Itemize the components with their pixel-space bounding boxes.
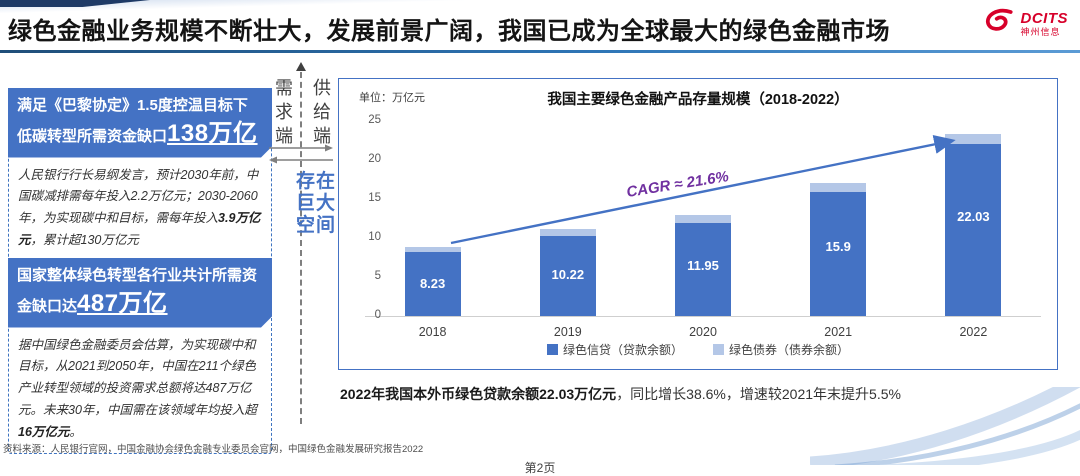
- logo-subtitle: 神州信息: [1020, 26, 1061, 37]
- brand-logo: DCITS 神州信息: [981, 7, 1069, 40]
- y-axis-tick: 25: [368, 114, 381, 126]
- bar-segment-bond: [539, 228, 596, 237]
- card-body: 据中国绿色金融委员会估算，为实现碳中和目标，从2021到2050年，中国在211…: [9, 327, 271, 453]
- bar-segment-credit: 11.95: [675, 222, 731, 316]
- chart-footnote-rest: ，同比增长38.6%，增速较2021年末提升5.5%: [616, 386, 901, 402]
- bar-segment-bond: [810, 182, 867, 192]
- demand-side-label: 需求端: [273, 78, 293, 150]
- card-header: 满足《巴黎协定》1.5度控温目标下 低碳转型所需资金缺口138万亿: [8, 88, 272, 158]
- bar-segment-credit: 8.23: [404, 251, 461, 316]
- card-body: 人民银行行长易纲发言，预计2030年前，中国碳减排需每年投入2.2万亿元；203…: [9, 157, 271, 262]
- card-header-line1: 满足《巴黎协定》1.5度控温目标下: [17, 97, 248, 114]
- top-corner-decoration: [0, 0, 150, 7]
- legend-label: 绿色债券（债券余额）: [729, 343, 850, 357]
- bar-segment-bond: [675, 215, 731, 223]
- divider-up-arrow-icon: [296, 62, 306, 71]
- logo-brand-name: DCITS: [1020, 9, 1068, 27]
- card-header-line1: 国家整体绿色转型各行业共计所需资: [17, 267, 258, 284]
- bar-value-label: 22.03: [957, 209, 990, 225]
- x-axis-label: 2020: [689, 325, 717, 339]
- card-highlight-number: 487万亿: [77, 289, 168, 317]
- legend-item: 绿色债券（债券余额）: [713, 341, 849, 358]
- gap-label-line: 巨大: [295, 192, 336, 214]
- legend-label: 绿色信贷（贷款余额）: [562, 343, 683, 357]
- y-axis-tick: 20: [368, 153, 381, 165]
- x-axis-label: 2022: [959, 325, 988, 339]
- bar-plot-area: 8.23 2018 10.22 2019 11.95 2020 15.9 2021 22.03 2…: [365, 121, 1041, 339]
- dcits-swirl-icon: [981, 7, 1017, 40]
- y-axis-tick: 5: [374, 270, 381, 282]
- x-axis-label: 2021: [824, 325, 853, 339]
- x-axis-label: 2019: [553, 325, 582, 339]
- bar-2018: 8.23: [404, 247, 461, 316]
- card-header-line2: 金缺口达: [17, 297, 78, 315]
- y-axis-tick: 0: [374, 309, 381, 321]
- card-highlight-number: 138万亿: [167, 119, 258, 147]
- x-axis-label: 2018: [418, 325, 447, 339]
- card-body-bold: 16万亿元: [18, 425, 70, 440]
- gap-label-line: 空间: [295, 214, 336, 236]
- exchange-arrows-icon: [267, 141, 335, 172]
- title-divider: [0, 50, 1080, 53]
- card-body-tail: ，累计超130万亿元: [30, 233, 139, 248]
- card-header: 国家整体绿色转型各行业共计所需资 金缺口达487万亿: [8, 258, 272, 328]
- chart-unit-label: 单位：万亿元: [359, 92, 425, 104]
- chart-footnote: 2022年我国本外币绿色贷款余额22.03万亿元，同比增长38.6%，增速较20…: [340, 384, 1050, 404]
- legend-swatch-icon: [546, 344, 558, 355]
- bar-2022: 22.03: [945, 134, 1002, 316]
- bar-2019: 10.22: [539, 228, 596, 316]
- y-axis-tick: 10: [368, 231, 381, 243]
- supply-side-label: 供给端: [311, 78, 331, 150]
- huge-gap-label: 存在 巨大 空间: [292, 171, 340, 237]
- bar-2021: 15.9: [810, 182, 867, 316]
- bar-2020: 11.95: [675, 215, 731, 316]
- bar-segment-credit: 10.22: [539, 236, 596, 316]
- chart-footnote-bold: 2022年我国本外币绿色贷款余额22.03万亿元: [340, 386, 617, 402]
- bar-value-label: 8.23: [419, 276, 446, 292]
- bar-segment-bond: [945, 134, 1002, 145]
- y-axis-tick: 15: [368, 192, 381, 204]
- funding-gap-card-paris: 满足《巴黎协定》1.5度控温目标下 低碳转型所需资金缺口138万亿 人民银行行长…: [8, 88, 272, 263]
- chart-panel: 单位：万亿元 我国主要绿色金融产品存量规模（2018-2022） 8.23 201…: [338, 78, 1058, 370]
- card-body-bold: 3.9万亿元: [18, 211, 261, 248]
- page-title: 绿色金融业务规模不断壮大，发展前景广阔，我国已成为全球最大的绿色金融市场: [8, 18, 890, 45]
- chart-legend: 绿色信贷（贷款余额） 绿色债券（债券余额）: [339, 341, 1057, 358]
- bar-segment-credit: 15.9: [810, 191, 867, 316]
- demand-supply-divider: [300, 72, 302, 424]
- card-body-text: 人民银行行长易纲发言，预计2030年前，中国碳减排需每年投入2.2万亿元；203…: [18, 167, 259, 226]
- logo-text: DCITS 神州信息: [1021, 11, 1069, 37]
- card-body-tail: 。: [69, 425, 82, 440]
- bar-value-label: 10.22: [551, 266, 585, 282]
- bar-value-label: 15.9: [825, 239, 851, 255]
- card-body-text: 据中国绿色金融委员会估算，为实现碳中和目标，从2021到2050年，中国在211…: [18, 337, 257, 418]
- funding-gap-card-national: 国家整体绿色转型各行业共计所需资 金缺口达487万亿 据中国绿色金融委员会估算，…: [8, 258, 272, 454]
- bottom-right-swoosh-decoration: [809, 373, 1080, 474]
- bar-segment-credit: 22.03: [945, 144, 1002, 316]
- gap-label-line: 存在: [295, 171, 336, 192]
- bar-value-label: 11.95: [687, 258, 719, 274]
- legend-swatch-icon: [713, 344, 724, 355]
- card-header-line2: 低碳转型所需资金缺口: [17, 127, 168, 145]
- legend-item: 绿色信贷（贷款余额）: [546, 341, 683, 358]
- bar-segment-bond: [404, 247, 461, 252]
- source-citation: 资料来源：人民银行官网，中国金融协会绿色金融专业委员会官网，中国绿色金融发展研究…: [3, 444, 424, 455]
- chart-title: 我国主要绿色金融产品存量规模（2018-2022）: [547, 92, 849, 108]
